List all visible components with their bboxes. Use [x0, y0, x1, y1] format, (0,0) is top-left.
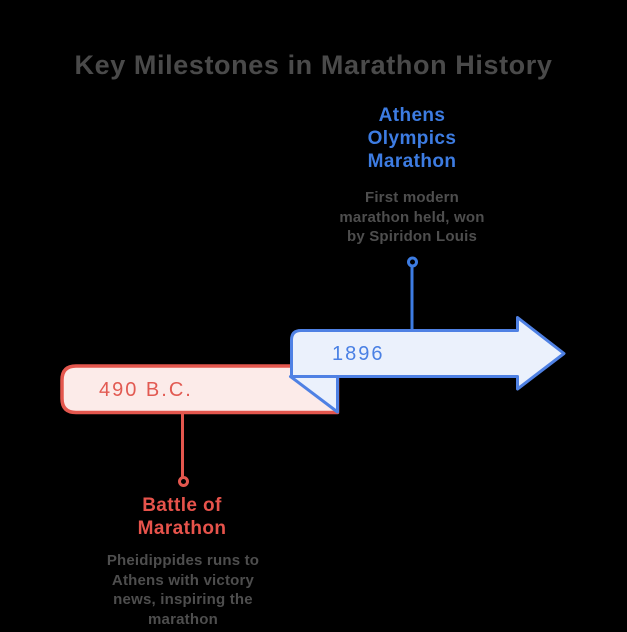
milestone-description-battle-of-marathon: Pheidippides runs to Athens with victory…: [106, 552, 260, 628]
timeline-arrow-shape: [290, 316, 566, 391]
timeline-marker-dot-red: [178, 476, 189, 487]
era-segment-490bc: [60, 364, 340, 415]
timeline-marker-dot-blue: [407, 256, 418, 268]
page-title: Key Milestones in Marathon History: [74, 50, 553, 80]
milestone-description-athens-olympics: First modern marathon held, won by Spiri…: [339, 189, 485, 245]
year-label-490bc: 490 B.C.: [99, 379, 193, 401]
milestone-heading-athens-olympics: Athens Olympics Marathon: [367, 105, 457, 172]
milestone-heading-battle-of-marathon: Battle of Marathon: [137, 495, 227, 539]
year-label-1896: 1896: [332, 343, 385, 365]
